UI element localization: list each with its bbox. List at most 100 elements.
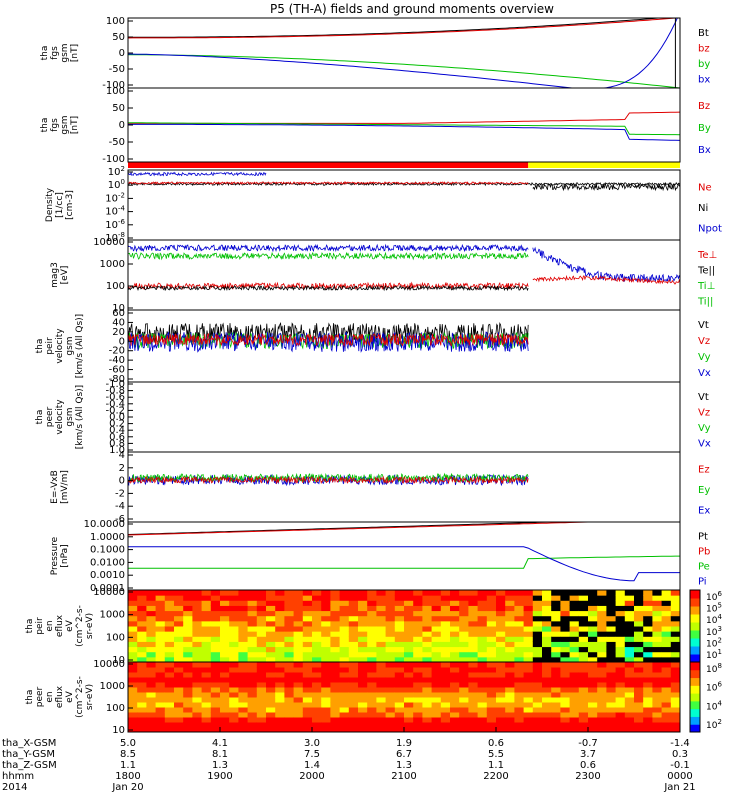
spectrogram-cell [624,662,635,668]
spectrogram-cell [394,636,405,642]
spectrogram-cell [155,610,166,617]
spectrogram-cell [247,636,258,642]
spectrogram-cell [588,600,598,606]
spectrogram-cell [146,662,157,668]
spectrogram-cell [284,707,295,713]
spectrogram-cell [597,590,607,596]
spectrogram-cell [210,605,221,612]
spectrogram-cell [367,656,377,662]
spectrogram-cell [275,641,285,648]
spectrogram-cell [229,672,239,678]
spectrogram-cell [532,626,543,632]
spectrogram-cell [624,667,635,673]
spectrogram-cell [321,646,331,653]
spectrogram-cell [238,727,249,732]
spectrogram-cell [606,605,617,612]
y-tick-label: 40 [112,317,125,328]
y-axis-label-line: [mV/m] [60,470,70,504]
spectrogram-cell [293,677,304,683]
spectrogram-cell [670,590,680,596]
spectrogram-cell [192,631,203,637]
spectrogram-cell [321,656,331,662]
spectrogram-cell [542,687,552,693]
spectrogram-cell [164,667,175,673]
spectrogram-cell [551,702,561,708]
spectrogram-cell [523,620,534,627]
spectrogram-cell [542,677,552,683]
spectrogram-cell [404,651,414,658]
spectrogram-cell [404,712,414,718]
spectrogram-cell [247,687,258,693]
spectrogram-cell [293,667,304,673]
spectrogram-cell [542,672,552,678]
colorbar-segment [690,669,700,679]
spectrogram-cell [532,712,543,718]
y-tick-label: 0.0010 [90,570,125,581]
spectrogram-cell [459,626,469,632]
spectrogram-cell [440,667,451,673]
spectrogram-cell [578,682,589,688]
spectrogram-cell [201,717,212,723]
spectrogram-cell [459,692,469,698]
spectrogram-cell [339,646,350,653]
spectrogram-cell [312,641,322,648]
spectrogram-cell [146,656,157,662]
spectrogram-cell [652,595,663,601]
spectrogram-cell [523,682,534,688]
spectrogram-cell [229,697,239,703]
spectrogram-cell [606,636,617,642]
spectrogram-cell [486,651,497,658]
spectrogram-cell [348,727,359,732]
y-tick-label: 100 [106,16,125,27]
spectrogram-cell [192,672,203,678]
spectrogram-cell [468,605,479,612]
spectrogram-cell [284,722,295,728]
spectrogram-cell [634,610,644,617]
spectrogram-cell [192,605,203,612]
spectrogram-cell [661,636,672,642]
spectrogram-cell [256,662,267,668]
spectrogram-cell [256,641,267,648]
spectrogram-cell [505,722,515,728]
spectrogram-cell [560,590,571,596]
spectrogram-cell [643,605,653,612]
spectrogram-cell [431,651,442,658]
spectrogram-cell [404,646,414,653]
spectrogram-cell [643,682,653,688]
y-axis-label-line: [eV] [60,266,70,285]
spectrogram-cell [137,656,147,662]
spectrogram-cell [634,656,644,662]
spectrogram-cell [496,692,506,698]
spectrogram-cell [486,662,497,668]
spectrogram-cell [339,626,350,632]
spectrogram-cell [256,712,267,718]
spectrogram-cell [542,595,552,601]
spectrogram-cell [404,615,414,622]
spectrogram-cell [615,677,626,683]
spectrogram-cell [146,605,157,612]
spectrogram-cell [422,727,433,732]
spectrogram-cell [523,590,534,596]
spectrogram-cell [229,610,239,617]
spectrogram-cell [266,615,276,622]
spectrogram-cell [385,667,396,673]
spectrogram-cell [496,600,506,606]
spectrogram-cell [670,712,680,718]
spectrogram-cell [201,631,212,637]
spectrogram-cell [486,656,497,662]
spectrogram-cell [477,712,488,718]
spectrogram-cell [542,641,552,648]
y-tick-label: 0.1000 [90,545,125,556]
spectrogram-cell [597,610,607,617]
spectrogram-cell [652,702,663,708]
y-axis-label-line: [cm-3] [65,190,75,220]
spectrogram-cell [597,682,607,688]
spectrogram-cell [256,595,267,601]
spectrogram-cell [312,595,322,601]
spectrogram-cell [652,677,663,683]
spectrogram-cell [615,707,626,713]
spectrogram-cell [661,662,672,668]
spectrogram-cell [312,590,322,596]
spectrogram-cell [293,707,304,713]
